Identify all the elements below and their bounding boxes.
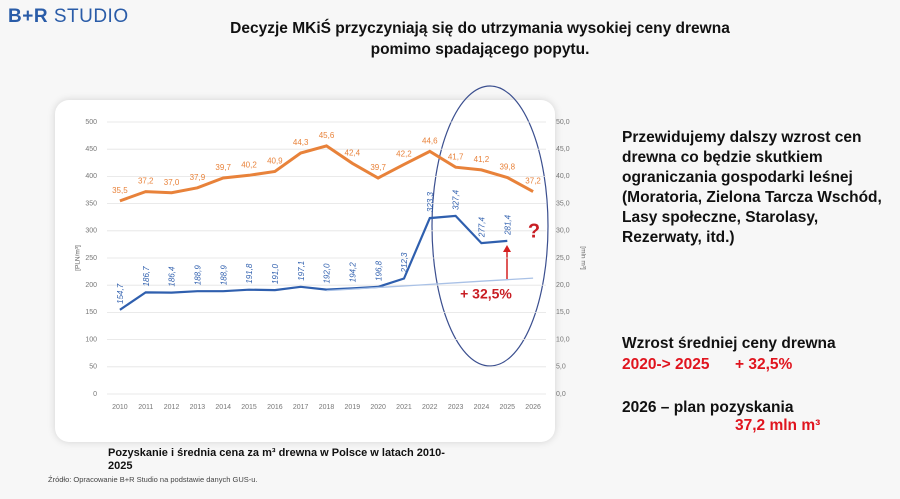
value-label: 186,4 <box>168 266 177 287</box>
heading-line: pomimo spadającego popytu. <box>370 41 590 58</box>
value-label: 41,7 <box>448 152 464 161</box>
value-label: 327,4 <box>452 189 461 210</box>
heading-line: Decyzje MKiŚ przyczyniają się do utrzyma… <box>230 20 730 37</box>
value-label: 212,3 <box>400 252 409 274</box>
value-label: 154,7 <box>116 283 125 304</box>
logo-text: STUDIO <box>53 6 129 27</box>
heading: Decyzje MKiŚ przyczyniają się do utrzyma… <box>180 18 780 60</box>
value-label: 40,2 <box>241 160 257 169</box>
x-tick-label: 2010 <box>112 404 128 411</box>
x-tick-label: 2025 <box>499 404 515 411</box>
value-label: 44,3 <box>293 138 309 147</box>
y-tick-label: 50 <box>89 364 97 371</box>
right-paragraph: Przewidujemy dalszy wzrost cen drewna co… <box>622 129 882 246</box>
value-label: 42,2 <box>396 150 412 159</box>
x-tick-label: 2011 <box>138 404 153 411</box>
source: Źródło: Opracowanie B+R Studio na podsta… <box>48 475 258 484</box>
value-label: 41,2 <box>474 155 490 164</box>
value-label: 323,3 <box>426 192 435 213</box>
chart-panel <box>55 100 555 442</box>
y-tick-label: 250 <box>85 255 97 262</box>
x-tick-label: 2013 <box>190 404 206 411</box>
value-label: 40,9 <box>267 157 283 166</box>
value-label: 37,2 <box>138 177 154 186</box>
value-label: 188,9 <box>193 265 202 286</box>
x-tick-label: 2016 <box>267 404 283 411</box>
value-label: 39,8 <box>499 163 515 172</box>
growth-title: Wzrost średniej ceny drewna <box>622 335 836 352</box>
y2-tick-label: 30,0 <box>556 228 570 235</box>
value-label: 196,8 <box>374 260 383 281</box>
value-label: 37,0 <box>164 178 180 187</box>
y-tick-label: 150 <box>85 309 97 316</box>
y2-tick-label: 15,0 <box>556 309 570 316</box>
highlight-ellipse <box>431 85 549 367</box>
y-tick-label: 500 <box>85 119 97 126</box>
value-label: 45,6 <box>319 131 335 140</box>
y2-tick-label: 25,0 <box>556 255 570 262</box>
logo-mark: B+R <box>8 6 49 27</box>
y2-tick-label: 45,0 <box>556 146 570 153</box>
y-tick-label: 200 <box>85 282 97 289</box>
y-tick-label: 450 <box>85 146 97 153</box>
y2-tick-label: 10,0 <box>556 336 570 343</box>
series-line <box>119 214 508 311</box>
x-tick-label: 2021 <box>396 404 412 411</box>
y2-tick-label: 5,0 <box>556 364 566 371</box>
x-tick-label: 2015 <box>241 404 257 411</box>
x-tick-label: 2018 <box>319 404 335 411</box>
arrow-head <box>503 245 511 252</box>
y-tick-label: 400 <box>85 173 97 180</box>
y2-tick-label: 35,0 <box>556 200 570 207</box>
value-label: 44,6 <box>422 136 438 145</box>
growth-period: 2020-> 2025 <box>622 356 710 373</box>
y-axis-label: [PLN/m³] <box>75 245 82 271</box>
value-label: 191,8 <box>245 263 254 284</box>
y-tick-label: 350 <box>85 200 97 207</box>
x-tick-label: 2019 <box>345 404 361 411</box>
x-tick-label: 2022 <box>422 404 438 411</box>
plan-title: 2026 – plan pozyskania <box>622 399 794 416</box>
x-tick-label: 2017 <box>293 404 309 411</box>
y2-tick-label: 0,0 <box>556 391 566 398</box>
value-label: 42,4 <box>345 148 361 157</box>
annotation: + 32,5% <box>460 286 512 302</box>
series-line <box>326 277 534 292</box>
y2-tick-label: 20,0 <box>556 282 570 289</box>
growth-value: + 32,5% <box>735 356 793 373</box>
x-tick-label: 2020 <box>370 404 386 411</box>
x-tick-label: 2012 <box>164 404 180 411</box>
y-tick-label: 300 <box>85 228 97 235</box>
y2-axis-label: [mln m³] <box>579 246 586 270</box>
series-line <box>119 144 534 203</box>
plan-value: 37,2 mln m³ <box>735 417 821 434</box>
value-label: 281,4 <box>503 214 512 236</box>
value-label: 39,7 <box>370 163 386 172</box>
value-label: 186,7 <box>142 266 151 287</box>
x-tick-label: 2024 <box>474 404 490 411</box>
logo: B+R STUDIO <box>8 6 129 28</box>
x-tick-label: 2023 <box>448 404 464 411</box>
y2-tick-label: 40,0 <box>556 173 570 180</box>
value-label: 37,2 <box>525 177 541 186</box>
value-label: 191,0 <box>271 264 280 285</box>
value-label: 39,7 <box>215 163 231 172</box>
value-label: 37,9 <box>190 173 206 182</box>
value-label: 197,1 <box>297 261 306 281</box>
x-tick-label: 2026 <box>525 404 541 411</box>
y2-tick-label: 50,0 <box>556 119 570 126</box>
annotation: ? <box>528 220 540 242</box>
value-label: 188,9 <box>219 265 228 286</box>
caption: Pozyskanie i średnia cena za m³ drewna w… <box>108 447 445 472</box>
value-label: 35,5 <box>112 186 128 195</box>
x-tick-label: 2014 <box>215 404 231 411</box>
y-tick-label: 0 <box>93 391 97 398</box>
y-tick-label: 100 <box>85 336 97 343</box>
value-label: 277,4 <box>478 217 487 239</box>
value-label: 192,0 <box>323 263 332 284</box>
value-label: 194,2 <box>348 262 357 283</box>
